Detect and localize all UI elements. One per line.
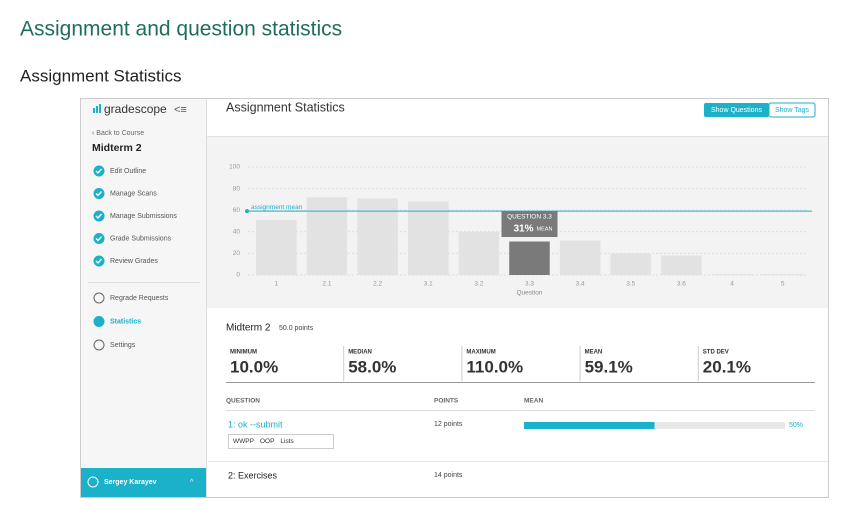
y-tick-label: 100 — [229, 164, 240, 171]
stat-value: 110.0% — [466, 357, 523, 376]
y-tick-label: 0 — [236, 272, 240, 279]
nav-icon — [93, 339, 105, 351]
mean-dot — [245, 209, 249, 214]
collapse-icon: <≡ — [174, 104, 187, 116]
back-link[interactable]: ‹ Back to Course — [92, 130, 144, 137]
x-tick-label: 2.2 — [373, 281, 382, 288]
check-mark — [95, 191, 103, 197]
tag: Lists — [280, 438, 294, 445]
stat-label: MEDIAN — [348, 350, 372, 356]
x-tick-label: 5 — [781, 281, 785, 288]
course-name: Midterm 2 — [92, 142, 142, 154]
bar — [762, 273, 803, 275]
bar — [306, 197, 348, 275]
x-axis-label: Question — [516, 290, 542, 297]
x-tick-label: 3.2 — [474, 281, 483, 288]
user-name[interactable]: Sergey Karayev — [104, 479, 157, 486]
tooltip-heading: QUESTION 3.3 — [507, 214, 552, 221]
bar — [357, 198, 398, 275]
x-tick-label: 1 — [275, 281, 279, 288]
stat-value: 20.1% — [703, 357, 751, 376]
mean-label: assignment mean — [251, 204, 303, 211]
question-name[interactable]: 1: ok --submit — [228, 419, 283, 429]
nav-icon — [93, 316, 105, 327]
nav-link[interactable]: Regrade Requests — [110, 295, 169, 302]
button-secondary[interactable] — [768, 102, 816, 118]
x-tick-label: 2.1 — [322, 281, 331, 288]
x-tick-label: 3.4 — [576, 281, 585, 288]
tag: WWPP — [233, 438, 254, 445]
page-title: Assignment and question statistics — [20, 18, 342, 41]
stat-label: MEAN — [585, 350, 603, 356]
nav-step[interactable]: Manage Scans — [110, 190, 157, 197]
bar — [407, 201, 449, 275]
mean-label: 50% — [789, 422, 803, 429]
check-mark — [95, 168, 103, 175]
stat-label: STD DEV — [703, 350, 729, 356]
nav-link[interactable]: Statistics — [110, 318, 141, 325]
x-tick-label: 3.1 — [424, 281, 433, 288]
nav-icon — [93, 292, 105, 304]
logo-bar — [93, 108, 95, 113]
stat-value: 59.1% — [585, 357, 633, 376]
y-tick-label: 60 — [233, 207, 241, 214]
stat-label: MAXIMUM — [466, 350, 495, 356]
user-bar[interactable] — [81, 468, 206, 497]
y-tick-label: 80 — [233, 185, 241, 192]
x-tick-label: 4 — [730, 281, 734, 288]
section-title: Assignment Statistics — [20, 66, 182, 85]
button-primary[interactable] — [704, 103, 769, 117]
tooltip — [501, 211, 558, 237]
bar — [256, 219, 297, 275]
bar — [458, 231, 500, 275]
bar — [509, 241, 550, 275]
table-header: QUESTION — [226, 398, 260, 405]
main-title: Assignment Statistics — [226, 100, 345, 114]
logo-bar — [96, 106, 98, 113]
y-tick-label: 40 — [233, 229, 241, 236]
nav-step[interactable]: Review Grades — [110, 258, 158, 265]
logo: gradescope — [104, 102, 167, 116]
nav-step[interactable]: Edit Outline — [110, 168, 146, 175]
button-label[interactable]: Show Questions — [711, 107, 762, 114]
x-tick-label: 3.6 — [677, 281, 686, 288]
user-icon — [87, 476, 99, 488]
tag: OOP — [260, 438, 274, 445]
table-header: MEAN — [524, 398, 543, 405]
check-mark — [95, 236, 103, 242]
stat-value: 58.0% — [348, 357, 396, 376]
mean-bar — [524, 422, 655, 429]
y-tick-label: 20 — [233, 250, 241, 257]
nav-link[interactable]: Settings — [110, 342, 136, 349]
button-label[interactable]: Show Tags — [775, 107, 810, 114]
stat-label: MINIMUM — [230, 350, 257, 356]
summary-points: 50.0 points — [279, 325, 314, 332]
x-tick-label: 3.5 — [626, 281, 635, 288]
nav-step[interactable]: Manage Submissions — [110, 213, 177, 220]
tooltip-value: 31% — [513, 224, 533, 235]
stat-value: 10.0% — [230, 357, 278, 376]
question-points: 14 points — [434, 472, 463, 479]
tooltip-caption: MEAN — [537, 226, 553, 232]
nav-step[interactable]: Grade Submissions — [110, 235, 172, 242]
bar — [711, 273, 753, 275]
user-caret: ^ — [190, 479, 194, 486]
summary-name: Midterm 2 — [226, 323, 271, 334]
check-mark — [95, 258, 103, 265]
check-mark — [95, 213, 103, 220]
bar — [559, 240, 601, 275]
question-name: 2: Exercises — [228, 470, 278, 480]
bar — [661, 255, 702, 275]
bar — [610, 253, 652, 275]
tag-box — [228, 434, 334, 449]
x-tick-label: 3.3 — [525, 281, 534, 288]
table-header: POINTS — [434, 398, 459, 405]
sidebar — [81, 99, 207, 497]
question-points: 12 points — [434, 421, 463, 428]
logo-bar — [99, 104, 101, 113]
